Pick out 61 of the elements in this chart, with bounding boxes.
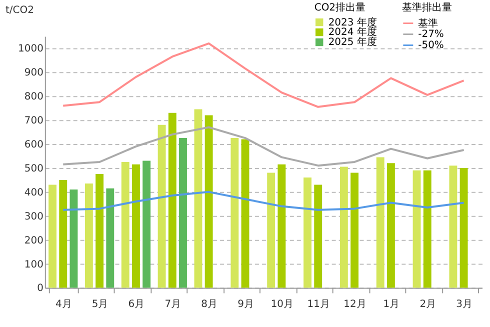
y-tick-label: 700 (24, 116, 44, 127)
y-tick-label: 400 (24, 187, 44, 198)
line-series (62, 190, 465, 211)
text: 基準排出量 (402, 1, 452, 14)
bar (84, 184, 93, 288)
x-tick-label: 1月 (383, 299, 400, 310)
bar (267, 172, 276, 288)
bar (106, 188, 114, 288)
bar (304, 178, 312, 288)
y-tick-label: 1000 (18, 44, 44, 55)
bar (179, 138, 187, 288)
bar (376, 157, 384, 288)
bar (350, 172, 358, 288)
bar (96, 174, 104, 288)
y-tick-label: 800 (24, 92, 44, 103)
bar (204, 115, 213, 288)
bar (412, 170, 421, 288)
bar (460, 168, 468, 288)
legend-label: -27% (418, 29, 444, 40)
y-tick-label: 500 (24, 163, 44, 174)
x-tick-label: 5月 (92, 299, 108, 310)
y-tick-label: 100 (24, 259, 44, 270)
bar (340, 166, 348, 288)
bar (132, 164, 140, 288)
bar (278, 164, 286, 288)
legend-label: 2023 年度 (328, 16, 377, 28)
y-tick-label: 600 (24, 140, 44, 151)
x-tick-label: 8月 (201, 299, 218, 310)
legend-label: -50% (418, 40, 444, 52)
bar (168, 112, 176, 288)
bar (230, 138, 239, 288)
legend-label: 基準 (418, 17, 438, 30)
bar (70, 190, 78, 288)
bar (241, 139, 250, 288)
bar (142, 160, 151, 288)
bar (121, 162, 130, 288)
line-series (62, 126, 465, 167)
bar (194, 109, 202, 288)
y-tick-label: 300 (24, 211, 44, 222)
bar (59, 180, 68, 288)
bar (386, 163, 395, 288)
x-tick-label: 9月 (238, 299, 254, 310)
y-tick-label: 0 (37, 283, 44, 294)
bar (449, 166, 458, 288)
y-tick-label: 900 (24, 68, 44, 79)
x-tick-label: 6月 (128, 299, 145, 310)
legend-title: CO2排出量 (314, 1, 366, 14)
x-tick-label: 11月 (307, 299, 330, 310)
x-tick-label: 4月 (55, 299, 72, 310)
x-tick-label: 3月 (456, 299, 472, 310)
bar (48, 184, 56, 288)
legend-label: 2025 年度 (328, 36, 377, 48)
bar (423, 170, 432, 288)
x-tick-label: 10月 (270, 299, 294, 310)
bar (158, 124, 166, 288)
x-tick-label: 7月 (164, 299, 182, 310)
x-tick-label: 2月 (420, 299, 436, 310)
y-axis-title: t/CO2 (5, 4, 34, 16)
x-tick-label: 12月 (344, 299, 366, 310)
bar (314, 184, 322, 288)
y-tick-label: 200 (24, 235, 44, 246)
